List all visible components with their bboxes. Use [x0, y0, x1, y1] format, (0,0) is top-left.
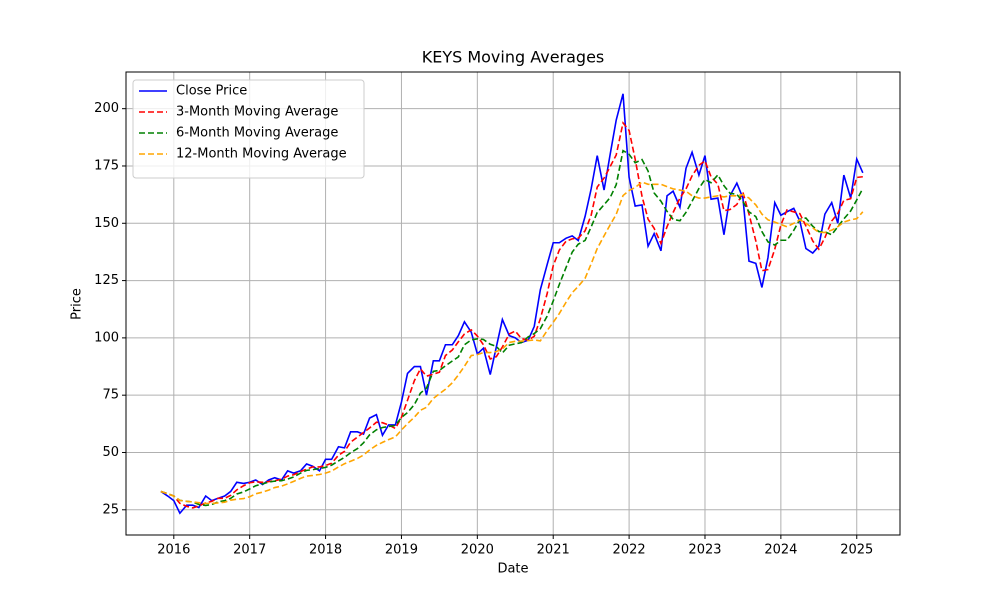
x-tick-label: 2022	[613, 543, 646, 558]
plot-layer	[160, 93, 864, 515]
x-tick-label: 2019	[385, 543, 418, 558]
legend-box	[132, 79, 365, 179]
x-tick-label: 2017	[233, 543, 266, 558]
y-tick-label: 125	[94, 273, 119, 288]
x-tick-label: 2021	[537, 543, 570, 558]
legend-label: Close Price	[176, 84, 247, 99]
x-tick-label: 2023	[688, 543, 721, 558]
x-tick-label: 2024	[764, 543, 797, 558]
plot-frame	[125, 71, 901, 536]
legend-label: 3-Month Moving Average	[176, 105, 338, 120]
series-line	[160, 181, 864, 505]
series-line	[160, 149, 864, 507]
series-line	[160, 93, 864, 515]
y-tick-label: 150	[94, 216, 119, 231]
y-tick-label: 100	[94, 330, 119, 345]
series-line	[160, 121, 863, 509]
x-tick-label: 2016	[157, 543, 190, 558]
y-tick-label: 75	[102, 388, 119, 403]
y-axis-label: Price	[70, 288, 85, 320]
x-tick-label: 2025	[840, 543, 873, 558]
x-tick-label: 2018	[309, 543, 342, 558]
chart-title: KEYS Moving Averages	[422, 48, 605, 67]
legend: Close Price 3-Month Moving Average 6-Month…	[132, 79, 365, 179]
legend-label: 6-Month Moving Average	[176, 126, 338, 141]
y-tick-label: 200	[94, 101, 119, 116]
legend-label: 12-Month Moving Average	[176, 147, 347, 162]
x-tick-label: 2020	[461, 543, 494, 558]
y-tick-label: 175	[94, 158, 119, 173]
x-axis-label: Date	[497, 562, 528, 577]
y-tick-label: 25	[102, 502, 119, 517]
y-tick-label: 50	[102, 445, 119, 460]
axes-layer: 2016 2017 2018 2019 2020 2021 2022 2023 2024 2025…	[94, 101, 873, 557]
